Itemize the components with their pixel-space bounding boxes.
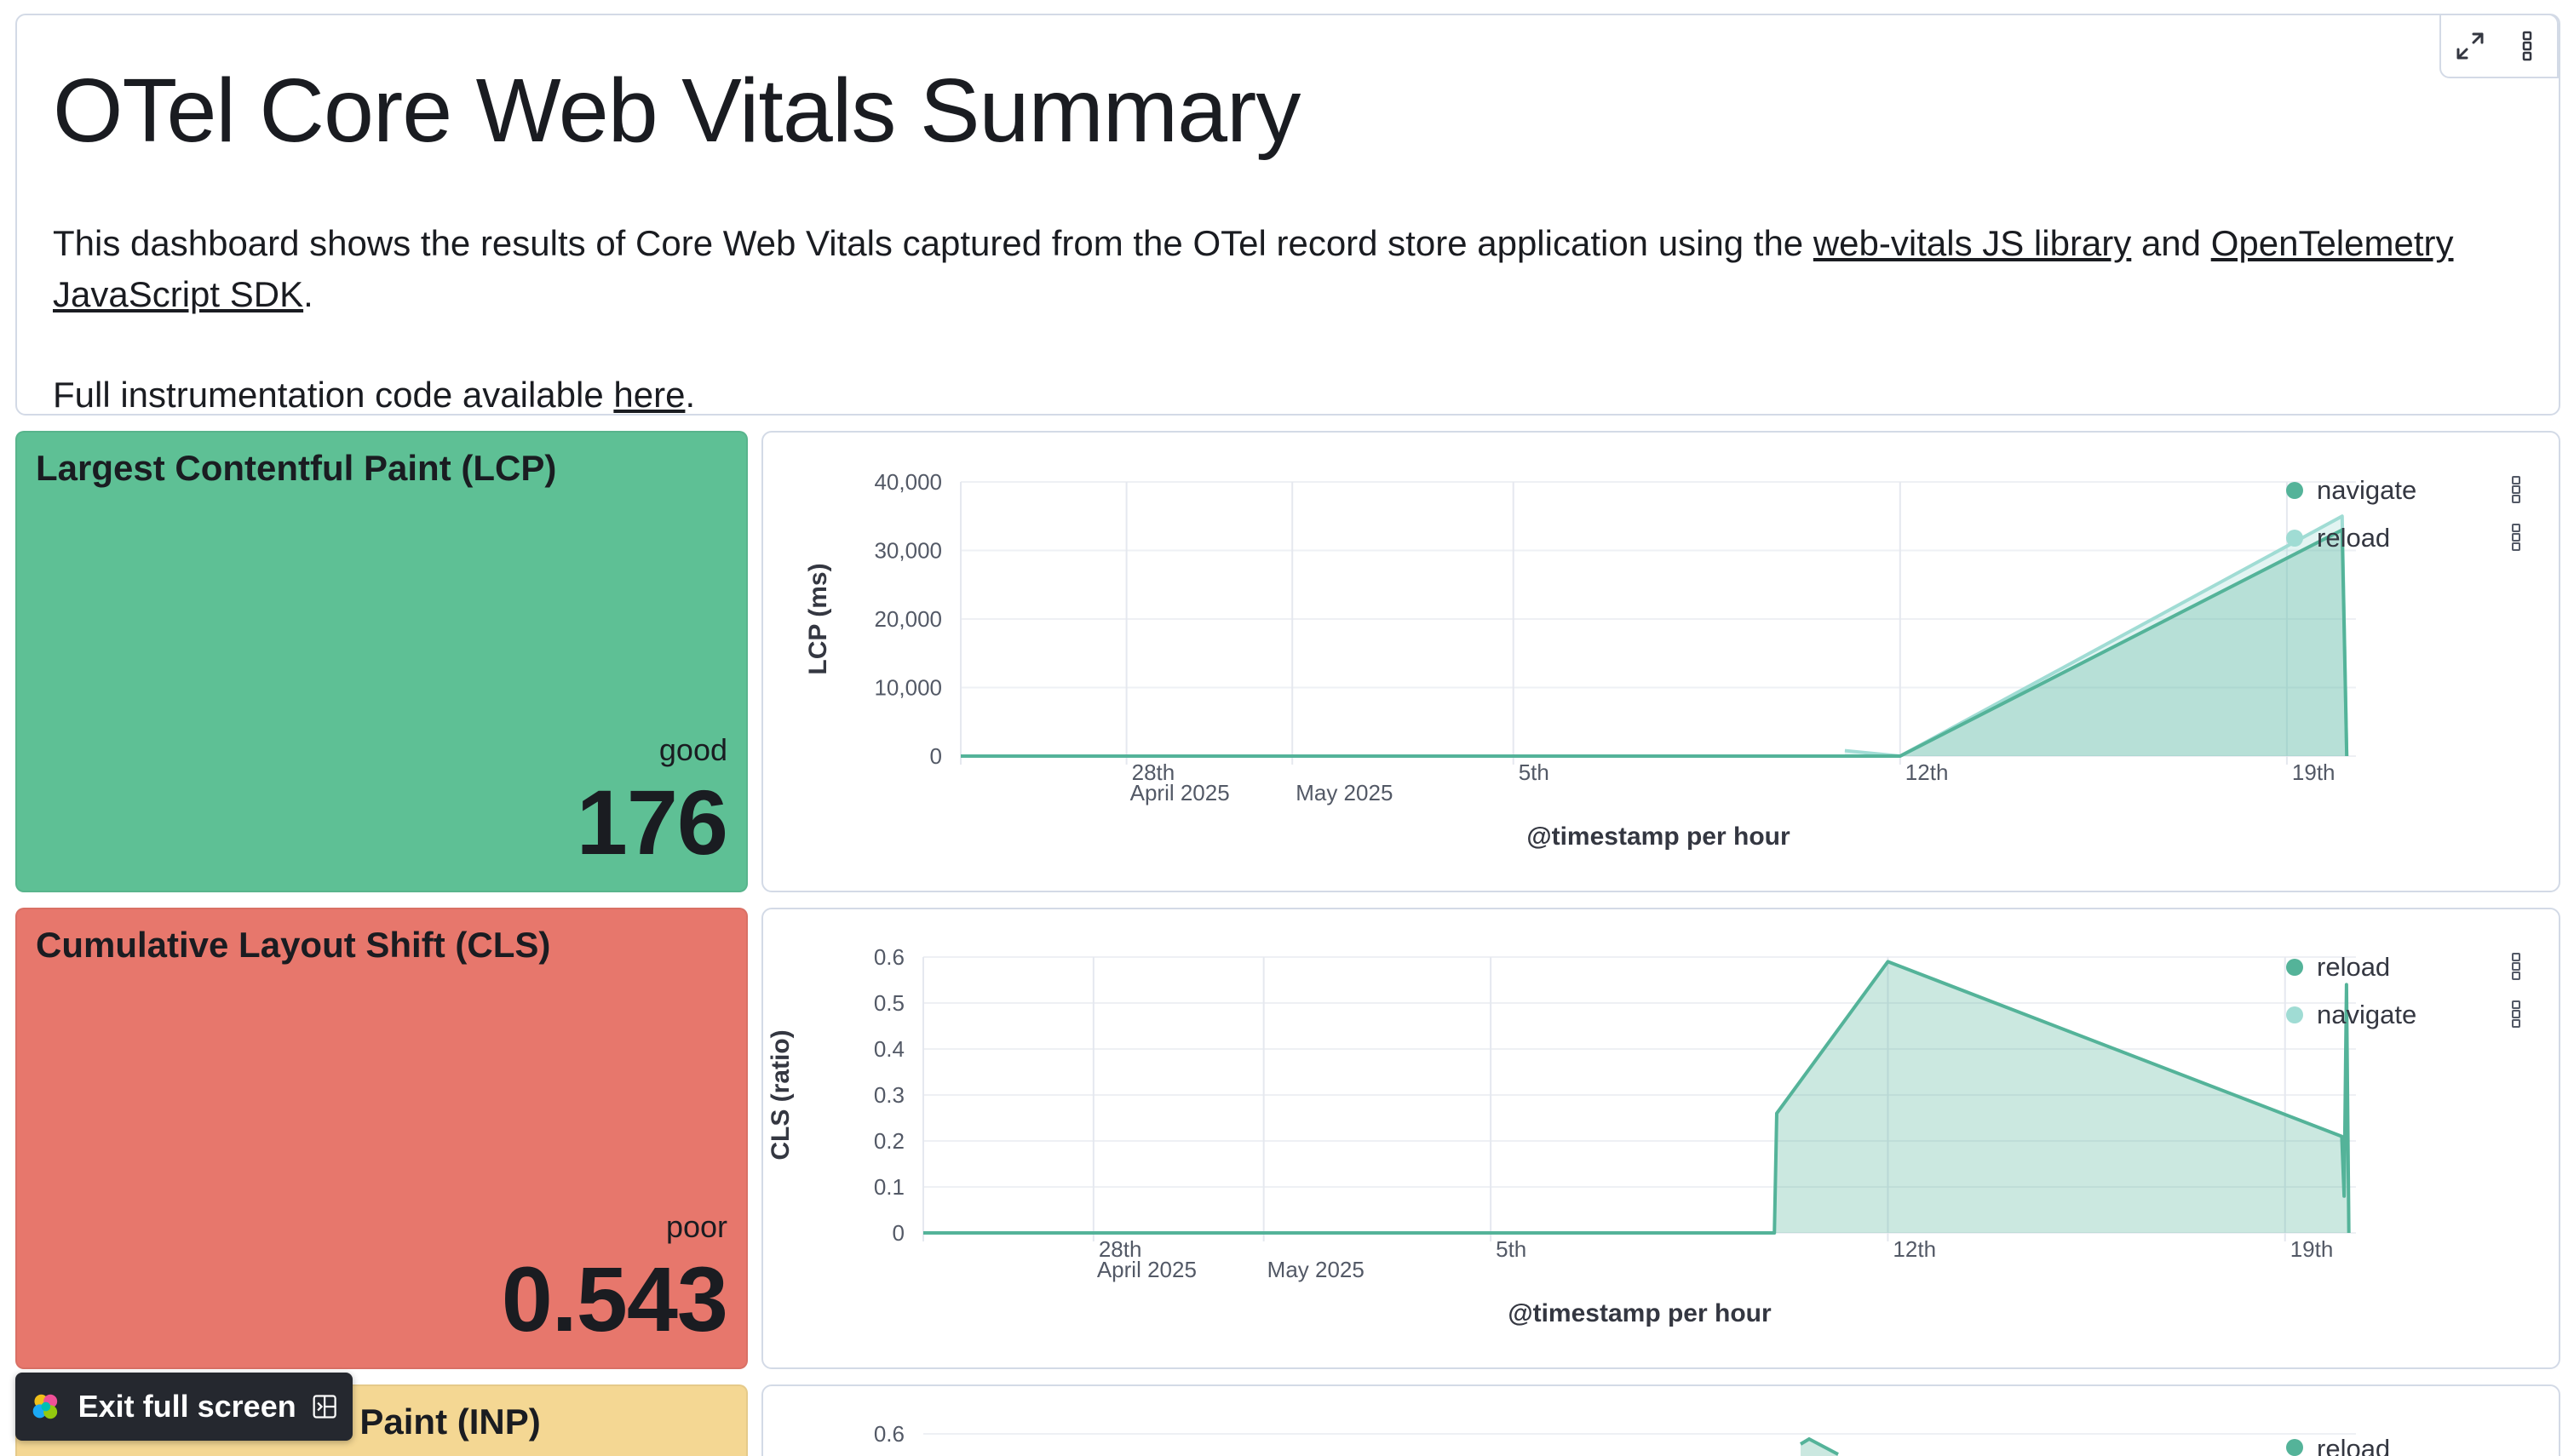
metric-title: Largest Contentful Paint (LCP) <box>36 448 557 488</box>
legend-swatch <box>2286 530 2303 547</box>
series-line-reload <box>1799 1436 1839 1456</box>
inp-chart: 0.6 reload <box>874 1421 2390 1456</box>
description-text-mid: and <box>2131 223 2211 263</box>
exit-fullscreen-label: Exit full screen <box>78 1389 296 1424</box>
y-tick-label: 40,000 <box>874 469 942 495</box>
x-tick-label: 5th <box>1519 760 1549 785</box>
markdown-panel: OTel Core Web Vitals Summary This dashbo… <box>15 14 2560 416</box>
metric-value: 0.543 <box>501 1247 728 1350</box>
legend-swatch <box>2286 482 2303 499</box>
x-tick-sublabel: May 2025 <box>1267 1257 1365 1282</box>
y-tick-label: 0 <box>893 1220 905 1246</box>
expand-icon <box>2456 32 2484 60</box>
y-tick-label: 0.6 <box>874 1421 905 1447</box>
legend-item-reload: reload <box>2317 952 2390 982</box>
y-tick-label: 10,000 <box>874 675 942 701</box>
x-axis-title: @timestamp per hour <box>1526 823 1790 851</box>
x-tick-label: 28th <box>1099 1236 1142 1262</box>
series-line-reload <box>923 960 2351 1235</box>
y-tick-label: 0.4 <box>874 1036 905 1062</box>
legend-item-navigate: navigate <box>2317 475 2416 505</box>
legend-options-button[interactable] <box>2512 1000 2520 1028</box>
description-text-end: . <box>303 274 313 314</box>
legend-options-button[interactable] <box>2512 524 2520 551</box>
y-tick-label: 0.5 <box>874 990 905 1016</box>
series-area-reload <box>923 961 2349 1233</box>
series-area-navigate <box>961 530 2347 756</box>
web-vitals-link[interactable]: web-vitals JS library <box>1813 223 2132 263</box>
x-tick-label: 28th <box>1132 760 1175 785</box>
y-axis-title: LCP (ms) <box>804 563 832 674</box>
legend-swatch <box>2286 1439 2303 1456</box>
legend-item-reload: reload <box>2317 523 2390 553</box>
panel-options-button[interactable] <box>2511 29 2545 63</box>
lcp-metric-tile: Largest Contentful Paint (LCP) good 176 <box>15 431 748 892</box>
opentelemetry-sdk-link[interactable]: OpenTelemetry JavaScript SDK <box>53 223 2454 314</box>
legend-item-reload: reload <box>2317 1434 2390 1456</box>
exit-fullscreen-button[interactable]: Exit full screen <box>15 1373 353 1441</box>
legend-swatch <box>2286 1006 2303 1023</box>
x-axis-title: @timestamp per hour <box>1508 1299 1772 1327</box>
instrumentation-text: Full instrumentation code available <box>53 375 614 415</box>
legend-item-navigate: navigate <box>2317 1000 2416 1029</box>
x-tick-sublabel: April 2025 <box>1130 780 1230 805</box>
description-paragraph: This dashboard shows the results of Core… <box>53 218 2540 320</box>
instrumentation-text-end: . <box>685 375 696 415</box>
lcp-chart-panel: 40,000 30,000 20,000 10,000 0 28th April 2025 M… <box>761 431 2560 892</box>
boxes-vertical-icon <box>2522 31 2532 61</box>
y-tick-label: 0 <box>930 743 942 769</box>
metric-rating: good <box>658 732 727 767</box>
x-tick-label: 19th <box>2292 760 2336 785</box>
y-tick-label: 0.6 <box>874 944 905 970</box>
x-tick-sublabel: May 2025 <box>1296 780 1393 805</box>
x-tick-label: 12th <box>1905 760 1949 785</box>
x-tick-sublabel: April 2025 <box>1097 1257 1197 1282</box>
cls-metric-tile: Cumulative Layout Shift (CLS) poor 0.543 <box>15 908 748 1369</box>
dashboard-title: OTel Core Web Vitals Summary <box>53 60 1301 161</box>
description-text: This dashboard shows the results of Core… <box>53 223 1813 263</box>
elastic-logo-icon <box>32 1394 58 1419</box>
metric-title: Cumulative Layout Shift (CLS) <box>36 925 551 965</box>
legend-swatch <box>2286 959 2303 976</box>
series-area-reload <box>1801 1439 1838 1456</box>
here-link[interactable]: here <box>613 375 686 415</box>
metric-value: 176 <box>576 771 728 874</box>
legend-options-button[interactable] <box>2512 476 2520 503</box>
x-tick-label: 19th <box>2290 1236 2334 1262</box>
fullscreen-exit-icon <box>313 1395 336 1419</box>
panel-actions <box>2439 14 2559 78</box>
y-axis-title: CLS (ratio) <box>767 1029 795 1160</box>
cls-chart-panel: 0.6 0.5 0.4 0.3 0.2 0.1 0 28th April 2025 May 202… <box>761 908 2560 1369</box>
x-tick-label: 5th <box>1496 1236 1526 1262</box>
metric-rating: poor <box>665 1209 727 1244</box>
y-tick-label: 0.3 <box>874 1082 905 1108</box>
instrumentation-paragraph: Full instrumentation code available here… <box>53 370 695 421</box>
y-tick-label: 20,000 <box>874 606 942 632</box>
legend-options-button[interactable] <box>2512 953 2520 980</box>
y-tick-label: 0.1 <box>874 1174 905 1200</box>
y-tick-label: 0.2 <box>874 1128 905 1154</box>
series-area-reload <box>1844 516 2347 756</box>
maximize-panel-button[interactable] <box>2453 29 2487 63</box>
x-tick-label: 12th <box>1893 1236 1936 1262</box>
inp-chart-panel: 0.6 reload <box>761 1384 2560 1456</box>
series-line-navigate <box>961 528 2349 758</box>
y-tick-label: 30,000 <box>874 538 942 564</box>
